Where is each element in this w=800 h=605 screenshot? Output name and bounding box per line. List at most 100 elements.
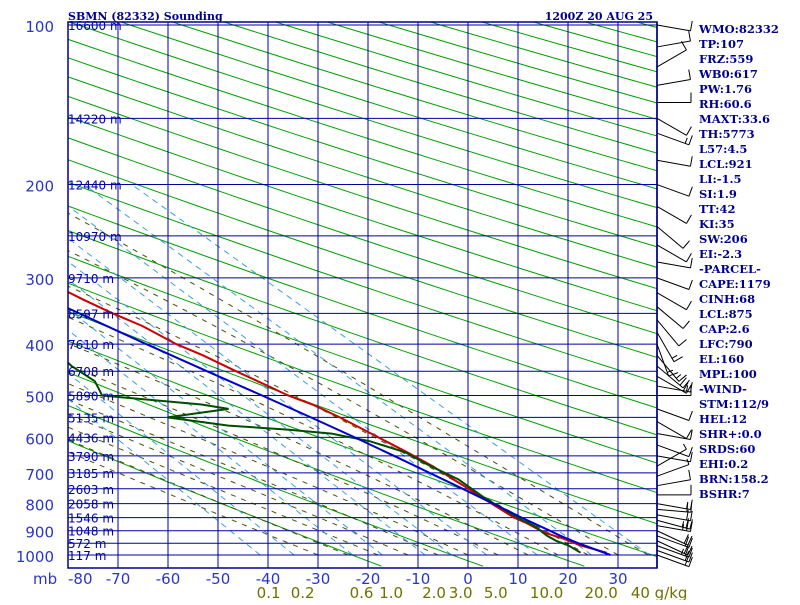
- barb-flag: [686, 301, 691, 310]
- pressure-tick-label: 700: [25, 466, 54, 484]
- index-line: CINH:68: [699, 292, 800, 307]
- index-line: TT:42: [699, 202, 800, 217]
- barb-staff: [657, 504, 690, 510]
- barb-staff: [657, 434, 690, 440]
- barb-staff: [657, 536, 689, 548]
- barb-staff: [657, 41, 690, 47]
- index-line: -WIND-: [699, 382, 800, 397]
- wind-barb: [657, 92, 691, 102]
- height-label: 3185 m: [68, 467, 114, 481]
- index-line: HEL:12: [699, 412, 800, 427]
- index-line: EHI:0.2: [699, 457, 800, 472]
- index-line: SHR+:0.0: [699, 427, 800, 442]
- pressure-tick-label: 200: [25, 178, 54, 196]
- mixing-ratio-line: [132, 185, 650, 556]
- barb-staff: [657, 185, 689, 197]
- index-line: -PARCEL-: [699, 262, 800, 277]
- height-label: 9710 m: [68, 272, 114, 286]
- barb-staff: [657, 79, 690, 85]
- index-line: WMO:82332: [699, 22, 800, 37]
- temperature-tick-label: -60: [156, 570, 181, 588]
- barb-flag: [690, 258, 692, 268]
- barb-flag: [683, 321, 689, 329]
- barb-flag: [681, 549, 683, 555]
- wind-barb: [657, 185, 692, 197]
- temperature-tick-label: -70: [106, 570, 131, 588]
- index-line: WB0:617: [699, 67, 800, 82]
- wind-barbs: [657, 21, 692, 567]
- index-line: BSHR:7: [699, 487, 800, 502]
- wind-barb: [657, 245, 691, 262]
- barb-staff: [657, 262, 690, 268]
- height-label: 4436 m: [68, 431, 114, 445]
- index-line: TH:5773: [699, 127, 800, 142]
- barb-flag: [689, 31, 691, 41]
- barb-staff: [657, 206, 686, 223]
- index-line: EL:160: [699, 352, 800, 367]
- pressure-tick-label: 600: [25, 430, 54, 448]
- valid-time: 1200Z 20 AUG 25: [545, 10, 653, 23]
- temperature-tick-label: 10: [508, 570, 527, 588]
- barb-staff: [657, 555, 689, 567]
- wind-barb: [657, 444, 686, 466]
- barb-staff: [657, 227, 683, 249]
- height-label: 117 m: [68, 549, 106, 563]
- index-line: TP:107: [699, 37, 800, 52]
- mixing-ratio-label: 0.2: [291, 584, 315, 600]
- barb-flag: [689, 187, 692, 196]
- height-label: 7610 m: [68, 338, 114, 352]
- wind-barb: [657, 278, 692, 290]
- height-label: 14220 m: [68, 112, 122, 126]
- temperature-tick-label: -80: [68, 570, 93, 588]
- index-line: CAPE:1179: [699, 277, 800, 292]
- barb-staff: [657, 526, 690, 532]
- barb-staff: [657, 293, 686, 310]
- index-line: STM:112/9: [699, 397, 800, 412]
- barb-flag: [683, 380, 689, 388]
- barb-staff: [657, 509, 691, 512]
- height-label: 12440 m: [68, 179, 122, 193]
- index-line: PW:1.76: [699, 82, 800, 97]
- height-label: 3790 m: [68, 450, 114, 464]
- barb-flag: [690, 21, 692, 31]
- pressure-tick-label: 400: [25, 337, 54, 355]
- index-line: MAXT:33.6: [699, 112, 800, 127]
- barb-flag: [685, 138, 687, 144]
- wind-barb: [657, 445, 692, 457]
- wind-barb: [657, 332, 683, 361]
- wind-barb: [657, 21, 692, 31]
- barb-flag: [689, 280, 692, 289]
- wind-barb: [657, 409, 692, 421]
- barb-flag: [686, 253, 691, 262]
- index-line: LCL:875: [699, 307, 800, 322]
- index-line: BRN:158.2: [699, 472, 800, 487]
- barb-staff: [657, 50, 686, 67]
- index-line: SW:206: [699, 232, 800, 247]
- mixing-ratio-label: 40 g/kg: [631, 584, 688, 600]
- barb-staff: [657, 118, 686, 135]
- index-line: LFC:790: [699, 337, 800, 352]
- wind-barb: [657, 70, 690, 86]
- mixing-ratio-label: 10.0: [530, 584, 563, 600]
- moist-adiabat: [0, 185, 378, 556]
- wind-barb: [657, 293, 691, 310]
- barb-staff: [657, 546, 689, 558]
- barb-staff: [657, 133, 689, 145]
- temperature-tick-label: -50: [206, 570, 231, 588]
- index-line: LCL:921: [699, 157, 800, 172]
- pressure-tick-label: 300: [25, 271, 54, 289]
- height-label: 16600 m: [68, 19, 122, 33]
- barb-staff: [657, 515, 690, 521]
- index-line: EI:-2.3: [699, 247, 800, 262]
- height-label: 6708 m: [68, 365, 114, 379]
- barb-staff: [657, 409, 689, 421]
- mixing-ratio-label: 1.0: [379, 584, 403, 600]
- barb-staff: [657, 160, 690, 166]
- wind-barb: [657, 320, 687, 346]
- barb-flag: [683, 241, 689, 249]
- barb-staff: [657, 25, 690, 31]
- mixing-ratio-label: 3.0: [449, 584, 473, 600]
- index-line: SI:1.9: [699, 187, 800, 202]
